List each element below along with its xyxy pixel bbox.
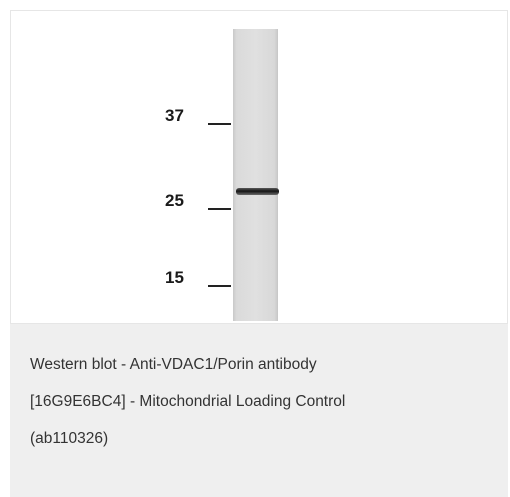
blot-lane xyxy=(233,29,278,321)
western-blot-image xyxy=(208,29,279,321)
figure-caption: Western blot - Anti-VDAC1/Porin antibody… xyxy=(10,324,508,497)
caption-line-1: Western blot - Anti-VDAC1/Porin antibody xyxy=(30,356,317,373)
caption-line-3: (ab110326) xyxy=(30,430,109,447)
marker-label-15: 15 xyxy=(165,268,184,287)
caption-line-2: [16G9E6BC4] - Mitochondrial Loading Cont… xyxy=(30,393,346,410)
marker-label-37: 37 xyxy=(165,106,184,125)
marker-label-25: 25 xyxy=(165,191,184,210)
western-blot-image-panel: 37 25 15 xyxy=(10,10,508,324)
protein-band xyxy=(236,188,279,195)
